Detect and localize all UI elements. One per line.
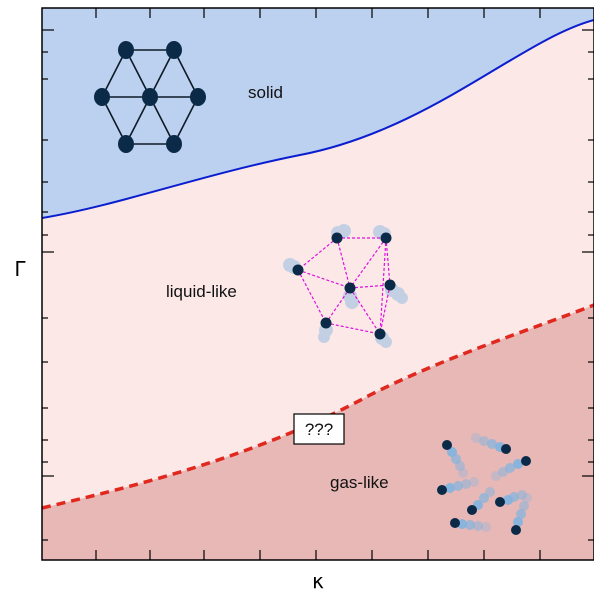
x-axis-label: κ (312, 569, 324, 593)
gas-label: gas-like (330, 473, 389, 492)
y-axis-label: Γ (14, 257, 26, 281)
solid-liquid-boundary (41, 19, 594, 219)
liquid-label: liquid-like (166, 282, 237, 301)
hexagonal-lattice-icon (94, 41, 206, 153)
liquid-gas-boundary (41, 303, 594, 510)
solid-label: solid (248, 83, 283, 102)
liquid-network-icon (283, 224, 408, 348)
gas-particles-icon (437, 433, 532, 535)
annotation-text: ??? (305, 420, 333, 439)
x-axis-ticks (95, 8, 541, 560)
unknown-boundary-annotation: ??? (293, 413, 345, 445)
plot-frame (41, 7, 594, 561)
y-axis-ticks (42, 29, 594, 541)
